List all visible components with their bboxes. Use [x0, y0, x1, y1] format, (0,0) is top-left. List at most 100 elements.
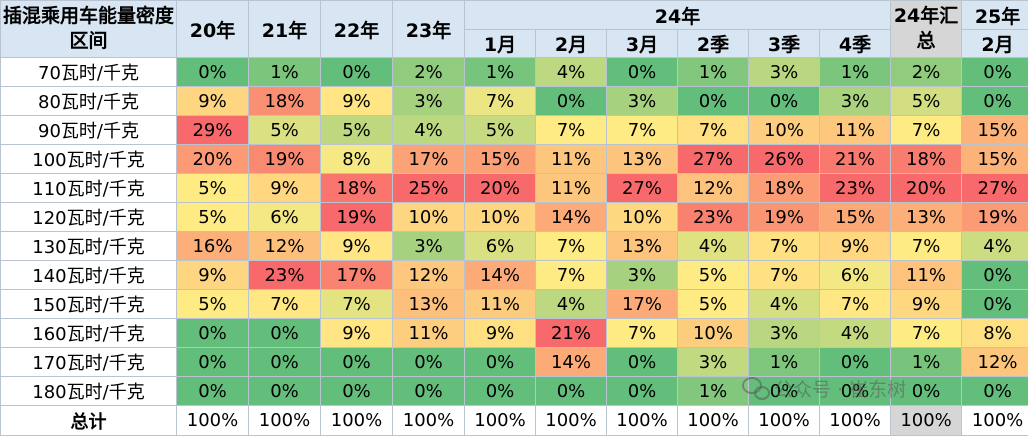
value-cell: 3% — [607, 261, 678, 290]
row-label: 180瓦时/千克 — [1, 377, 177, 406]
value-cell: 13% — [607, 232, 678, 261]
row-label: 160瓦时/千克 — [1, 319, 177, 348]
value-cell: 7% — [465, 87, 536, 116]
summary-header: 24年汇总 — [891, 1, 962, 58]
value-cell: 27% — [607, 174, 678, 203]
value-cell: 9% — [321, 87, 393, 116]
value-cell: 5% — [177, 174, 249, 203]
value-cell: 5% — [177, 203, 249, 232]
value-cell: 12% — [393, 261, 465, 290]
value-cell: 7% — [749, 232, 820, 261]
value-cell: 8% — [321, 145, 393, 174]
value-cell: 0% — [177, 377, 249, 406]
value-cell: 1% — [465, 58, 536, 87]
value-cell: 5% — [321, 116, 393, 145]
value-cell: 7% — [891, 116, 962, 145]
period-header: 1月 — [465, 30, 536, 58]
total-cell: 100% — [678, 406, 749, 436]
period-header: 2月 — [536, 30, 607, 58]
value-cell: 19% — [321, 203, 393, 232]
year-header-24: 24年 — [465, 1, 891, 30]
value-cell: 0% — [891, 377, 962, 406]
total-cell: 100% — [393, 406, 465, 436]
value-cell: 18% — [321, 174, 393, 203]
total-cell: 100% — [177, 406, 249, 436]
value-cell: 21% — [536, 319, 607, 348]
value-cell: 0% — [607, 377, 678, 406]
value-cell: 12% — [249, 232, 321, 261]
total-row: 总计 100% 100% 100% 100% 100% 100% 100% 10… — [1, 406, 1028, 436]
total-cell: 100% — [820, 406, 891, 436]
value-cell: 27% — [678, 145, 749, 174]
value-cell: 19% — [749, 203, 820, 232]
value-cell: 11% — [393, 319, 465, 348]
period-header: 3月 — [607, 30, 678, 58]
value-cell: 7% — [820, 290, 891, 319]
value-cell: 14% — [465, 261, 536, 290]
row-label: 70瓦时/千克 — [1, 58, 177, 87]
period-header: 2月 — [962, 30, 1028, 58]
row-label: 80瓦时/千克 — [1, 87, 177, 116]
row-label: 130瓦时/千克 — [1, 232, 177, 261]
value-cell: 10% — [465, 203, 536, 232]
value-cell: 18% — [891, 145, 962, 174]
value-cell: 4% — [820, 319, 891, 348]
value-cell: 23% — [678, 203, 749, 232]
value-cell: 2% — [393, 58, 465, 87]
value-cell: 9% — [321, 232, 393, 261]
value-cell: 5% — [177, 290, 249, 319]
period-header: 4季 — [820, 30, 891, 58]
value-cell: 10% — [393, 203, 465, 232]
value-cell: 0% — [962, 377, 1028, 406]
value-cell: 23% — [249, 261, 321, 290]
row-label: 170瓦时/千克 — [1, 348, 177, 377]
value-cell: 27% — [962, 174, 1028, 203]
value-cell: 2% — [891, 58, 962, 87]
value-cell: 1% — [820, 58, 891, 87]
value-cell: 18% — [749, 174, 820, 203]
value-cell: 19% — [962, 203, 1028, 232]
total-cell: 100% — [465, 406, 536, 436]
row-label: 120瓦时/千克 — [1, 203, 177, 232]
value-cell: 1% — [678, 377, 749, 406]
value-cell: 16% — [177, 232, 249, 261]
value-cell: 0% — [393, 377, 465, 406]
value-cell: 3% — [393, 87, 465, 116]
value-cell: 7% — [536, 116, 607, 145]
value-cell: 6% — [465, 232, 536, 261]
total-cell: 100% — [962, 406, 1028, 436]
value-cell: 7% — [536, 232, 607, 261]
row-label: 100瓦时/千克 — [1, 145, 177, 174]
value-cell: 7% — [607, 116, 678, 145]
value-cell: 0% — [962, 58, 1028, 87]
value-cell: 1% — [749, 348, 820, 377]
value-cell: 11% — [891, 261, 962, 290]
value-cell: 0% — [249, 377, 321, 406]
value-cell: 12% — [678, 174, 749, 203]
value-cell: 0% — [536, 377, 607, 406]
period-header: 3季 — [749, 30, 820, 58]
value-cell: 0% — [177, 58, 249, 87]
value-cell: 20% — [891, 174, 962, 203]
value-cell: 0% — [749, 87, 820, 116]
value-cell: 14% — [536, 348, 607, 377]
value-cell: 19% — [249, 145, 321, 174]
value-cell: 0% — [177, 319, 249, 348]
value-cell: 3% — [749, 58, 820, 87]
row-label: 总计 — [1, 406, 177, 436]
value-cell: 9% — [820, 232, 891, 261]
value-cell: 0% — [465, 348, 536, 377]
total-cell: 100% — [536, 406, 607, 436]
year-header: 22年 — [321, 1, 393, 58]
value-cell: 0% — [321, 58, 393, 87]
value-cell: 3% — [820, 87, 891, 116]
value-cell: 0% — [962, 261, 1028, 290]
value-cell: 10% — [678, 319, 749, 348]
